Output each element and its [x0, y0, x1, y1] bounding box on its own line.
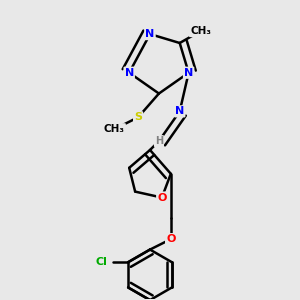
Text: N: N: [184, 68, 193, 78]
Text: CH₃: CH₃: [104, 124, 125, 134]
Text: N: N: [146, 29, 154, 39]
Text: N: N: [124, 68, 134, 78]
Text: CH₃: CH₃: [190, 26, 211, 36]
Text: O: O: [157, 193, 167, 202]
Text: N: N: [175, 106, 184, 116]
Text: H: H: [155, 136, 163, 146]
Text: Cl: Cl: [95, 257, 107, 267]
Text: O: O: [166, 234, 176, 244]
Text: S: S: [134, 112, 142, 122]
